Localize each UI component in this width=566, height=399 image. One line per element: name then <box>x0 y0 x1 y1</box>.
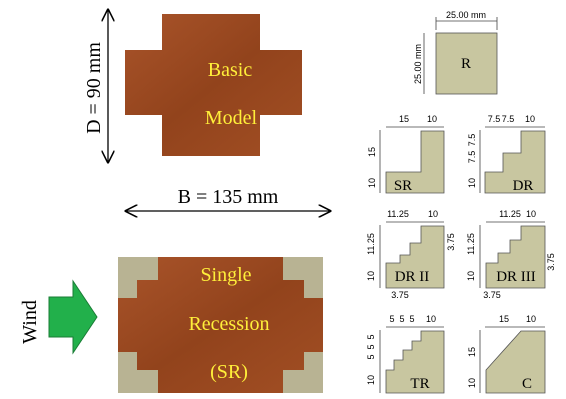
corner-c: 15 10 15 10 C <box>467 314 546 394</box>
corner-sr-top-dim-2: 10 <box>427 114 437 124</box>
corner-tr-top-dim-4: 10 <box>426 314 436 324</box>
corner-sr: 15 10 15 10 SR <box>367 114 445 194</box>
depth-dimension: D = 90 mm <box>83 10 108 162</box>
corner-tr-side-dim-2: 5 <box>366 344 376 349</box>
corner-c-side-dim-2: 10 <box>467 378 477 388</box>
corner-driii-label: DR III <box>496 269 536 285</box>
corner-driii-bottom-dim: 3.75 <box>483 290 501 300</box>
corner-tr-side-dim-3: 5 <box>366 354 376 359</box>
corner-dr-top-dim-2: 7.5 <box>502 114 515 124</box>
corner-driii-right-dim: 3.75 <box>546 253 556 271</box>
corner-tr-side-dim-4: 10 <box>366 375 376 385</box>
corner-tr-side-dim-1: 5 <box>366 334 376 339</box>
corner-c-top-dim-2: 10 <box>526 314 536 324</box>
corner-drii-bottom-dim: 3.75 <box>391 290 409 300</box>
depth-label: D = 90 mm <box>83 42 105 134</box>
corner-dr-side-dim-3: 10 <box>467 178 477 188</box>
corner-dr-top-dim-1: 7.5 <box>488 114 501 124</box>
corner-c-side-dim-1: 15 <box>467 347 477 357</box>
corner-dr-ii: 11.25 10 11.25 10 3.75 3.75 DR II <box>366 209 456 300</box>
corner-driii-side-dim-1: 11.25 <box>466 233 476 255</box>
corner-c-label: C <box>522 376 532 392</box>
corner-dr-shape <box>484 130 546 194</box>
corner-sr-side-dim-2: 10 <box>367 178 377 188</box>
corner-tr-shape <box>385 330 445 394</box>
sr-label-line2: Recession <box>188 313 269 335</box>
corner-r-shape <box>435 32 498 95</box>
corner-sr-label: SR <box>394 178 412 194</box>
corner-drii-label: DR II <box>395 269 430 285</box>
corner-sr-shape <box>385 130 445 194</box>
corner-tr: 5 5 5 10 5 5 5 10 TR <box>366 314 445 394</box>
corner-dr: 7.5 7.5 10 7.5 7.5 10 DR <box>467 114 546 194</box>
wind-label: Wind <box>19 300 41 344</box>
corner-driii-top-dim-1: 11.25 <box>499 209 521 219</box>
corner-dr-iii: 11.25 10 11.25 10 3.75 3.75 DR III <box>466 209 556 300</box>
sr-corner-top-left <box>118 257 158 298</box>
corner-dr-side-dim-1: 7.5 <box>467 134 477 147</box>
corner-c-top-dim-1: 15 <box>499 314 509 324</box>
corner-driii-side-dim-2: 10 <box>466 271 476 281</box>
single-recession-model: Single Recession (SR) <box>118 257 323 393</box>
corner-tr-top-dim-1: 5 <box>389 314 394 324</box>
wind-indicator: Wind <box>19 279 98 355</box>
sr-corner-bottom-left <box>118 352 158 393</box>
basic-model: Basic Model <box>125 14 302 156</box>
corner-drii-right-dim: 3.75 <box>446 233 456 251</box>
wind-arrow-icon <box>48 279 98 355</box>
basic-model-label-line1: Basic <box>208 59 253 81</box>
corner-c-shape <box>485 330 546 394</box>
corner-dr-top-dim-3: 10 <box>525 114 535 124</box>
corner-sr-top-dim-1: 15 <box>399 114 409 124</box>
sr-label-line3: (SR) <box>210 361 248 383</box>
corner-dr-side-dim-2: 7.5 <box>467 151 477 164</box>
corner-tr-top-dim-3: 5 <box>409 314 414 324</box>
basic-model-body <box>125 14 302 156</box>
corner-driii-shape <box>485 225 546 289</box>
corner-drii-shape <box>385 225 445 289</box>
sr-corner-bottom-right <box>283 352 323 393</box>
corner-r: 25.00 mm 25.00 mm R <box>413 10 498 95</box>
corner-r-top-dim: 25.00 mm <box>446 10 486 20</box>
corner-driii-top-dim-2: 10 <box>526 209 536 219</box>
corner-drii-side-dim-1: 11.25 <box>366 233 376 255</box>
corner-drii-side-dim-2: 10 <box>366 271 376 281</box>
breadth-dimension: B = 135 mm <box>126 186 330 211</box>
basic-model-label-line2: Model <box>205 107 258 129</box>
corner-r-side-dim: 25.00 mm <box>413 44 423 84</box>
sr-label-line1: Single <box>200 264 251 286</box>
corner-drii-top-dim-1: 11.25 <box>387 209 409 219</box>
corner-drii-top-dim-2: 10 <box>428 209 438 219</box>
corner-dr-label: DR <box>513 178 534 194</box>
corner-tr-label: TR <box>410 376 429 392</box>
corner-r-label: R <box>461 56 471 72</box>
sr-corner-top-right <box>283 257 323 298</box>
breadth-label: B = 135 mm <box>178 186 279 208</box>
corner-sr-side-dim-1: 15 <box>367 147 377 157</box>
corner-tr-top-dim-2: 5 <box>399 314 404 324</box>
